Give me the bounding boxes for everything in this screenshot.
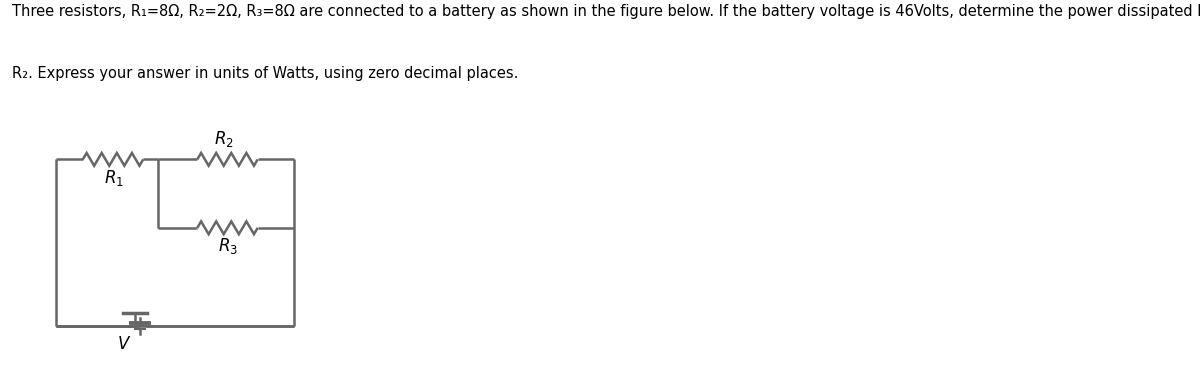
Text: Three resistors, R₁=8Ω, R₂=2Ω, R₃=8Ω are connected to a battery as shown in the : Three resistors, R₁=8Ω, R₂=2Ω, R₃=8Ω are… — [12, 4, 1200, 19]
Text: $R_2$: $R_2$ — [215, 129, 234, 149]
Text: $R_3$: $R_3$ — [217, 236, 238, 256]
Text: $V$: $V$ — [116, 335, 131, 353]
Text: R₂. Express your answer in units of Watts, using zero decimal places.: R₂. Express your answer in units of Watt… — [12, 66, 518, 81]
Text: $R_1$: $R_1$ — [103, 169, 124, 188]
